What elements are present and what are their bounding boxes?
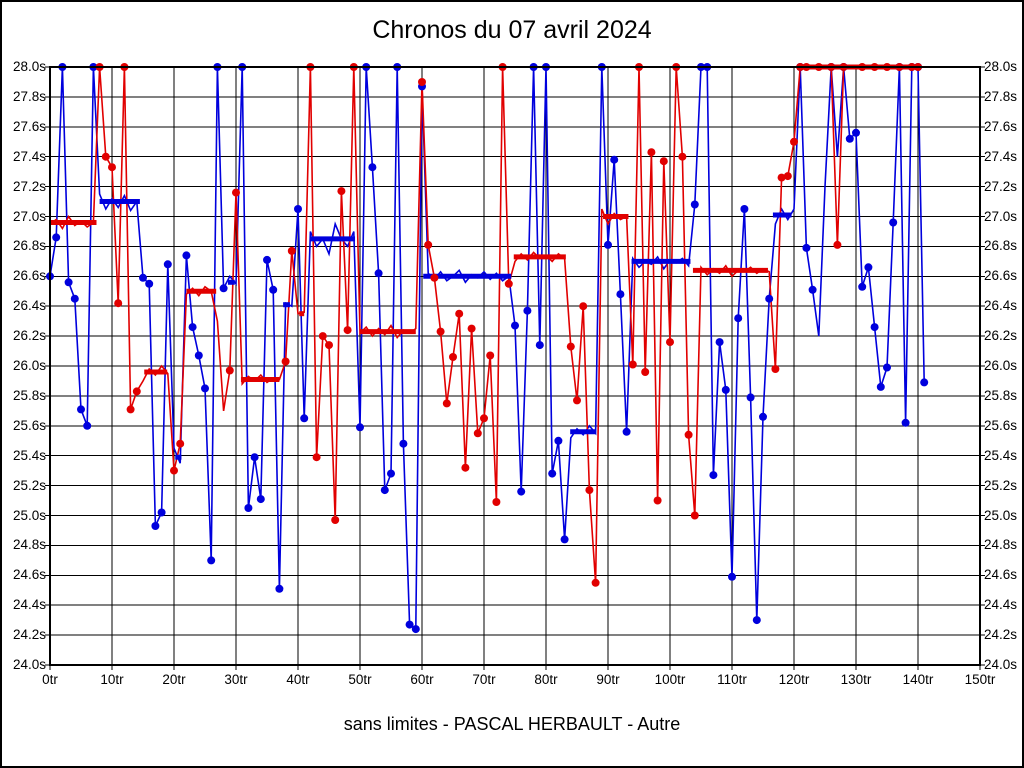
y-tick-label-right: 24.2s: [984, 627, 1018, 643]
y-tick-label-left: 26.6s: [12, 268, 46, 284]
y-tick-label-left: 26.2s: [12, 328, 46, 344]
x-tick-label: 100tr: [654, 672, 686, 687]
y-tick-label-left: 27.4s: [12, 148, 46, 164]
y-tick-label-left: 27.2s: [12, 178, 46, 194]
y-tick-label-right: 24.8s: [984, 537, 1018, 553]
y-tick-label-right: 28.0s: [984, 59, 1018, 74]
y-tick-label-left: 24.8s: [12, 537, 46, 553]
y-tick-label-left: 26.0s: [12, 358, 46, 373]
y-tick-label-right: 27.6s: [984, 118, 1018, 134]
x-tick-label: 10tr: [100, 672, 124, 687]
x-tick-label: 140tr: [902, 672, 934, 687]
y-tick-label-right: 25.0s: [984, 507, 1018, 523]
laptime-plot-svg: [45, 63, 985, 670]
x-tick-label: 50tr: [348, 672, 372, 687]
y-tick-label-left: 24.4s: [12, 597, 46, 613]
y-tick-label-left: 27.6s: [12, 118, 46, 134]
y-tick-label-right: 26.6s: [984, 268, 1018, 284]
y-tick-label-right: 24.6s: [984, 567, 1018, 583]
y-tick-label-left: 26.4s: [12, 298, 46, 314]
y-tick-label-right: 25.6s: [984, 417, 1018, 433]
x-tick-label: 0tr: [42, 672, 58, 687]
y-tick-label-left: 25.8s: [12, 387, 46, 403]
x-tick-label: 110tr: [717, 672, 747, 687]
y-tick-label-right: 26.2s: [984, 328, 1018, 344]
y-tick-label-left: 26.8s: [12, 238, 46, 254]
y-tick-label-right: 27.0s: [984, 208, 1018, 224]
y-tick-label-left: 25.6s: [12, 417, 46, 433]
x-tick-label: 30tr: [224, 672, 248, 687]
y-tick-label-right: 27.2s: [984, 178, 1018, 194]
x-tick-label: 120tr: [778, 672, 810, 687]
y-tick-label-right: 26.8s: [984, 238, 1018, 254]
x-tick-label: 130tr: [840, 672, 872, 687]
y-tick-label-right: 25.2s: [984, 477, 1018, 493]
x-tick-label: 150tr: [964, 672, 996, 687]
y-tick-label-left: 24.6s: [12, 567, 46, 583]
x-tick-label: 80tr: [534, 672, 558, 687]
y-tick-label-right: 26.4s: [984, 298, 1018, 314]
y-tick-label-right: 24.0s: [984, 657, 1018, 672]
y-tick-label-right: 27.4s: [984, 148, 1018, 164]
y-tick-label-left: 25.2s: [12, 477, 46, 493]
y-tick-label-left: 28.0s: [12, 59, 46, 74]
x-tick-label: 90tr: [596, 672, 620, 687]
x-tick-label: 70tr: [472, 672, 496, 687]
plot-area: [45, 63, 985, 670]
chart-title: Chronos du 07 avril 2024: [372, 16, 652, 44]
y-tick-label-left: 27.0s: [12, 208, 46, 224]
y-tick-label-right: 27.8s: [984, 88, 1018, 104]
y-tick-label-left: 24.2s: [12, 627, 46, 643]
x-tick-label: 60tr: [410, 672, 434, 687]
y-tick-label-right: 26.0s: [984, 358, 1018, 373]
chart-subtitle: sans limites - PASCAL HERBAULT - Autre: [343, 714, 681, 734]
y-tick-label-left: 27.8s: [12, 88, 46, 104]
y-tick-label-left: 24.0s: [12, 657, 46, 672]
y-tick-label-left: 25.4s: [12, 447, 46, 463]
x-tick-label: 20tr: [162, 672, 186, 687]
y-tick-label-left: 25.0s: [12, 507, 46, 523]
x-tick-label: 40tr: [286, 672, 310, 687]
y-tick-label-right: 25.8s: [984, 387, 1018, 403]
y-tick-label-right: 24.4s: [984, 597, 1018, 613]
y-tick-label-right: 25.4s: [984, 447, 1018, 463]
